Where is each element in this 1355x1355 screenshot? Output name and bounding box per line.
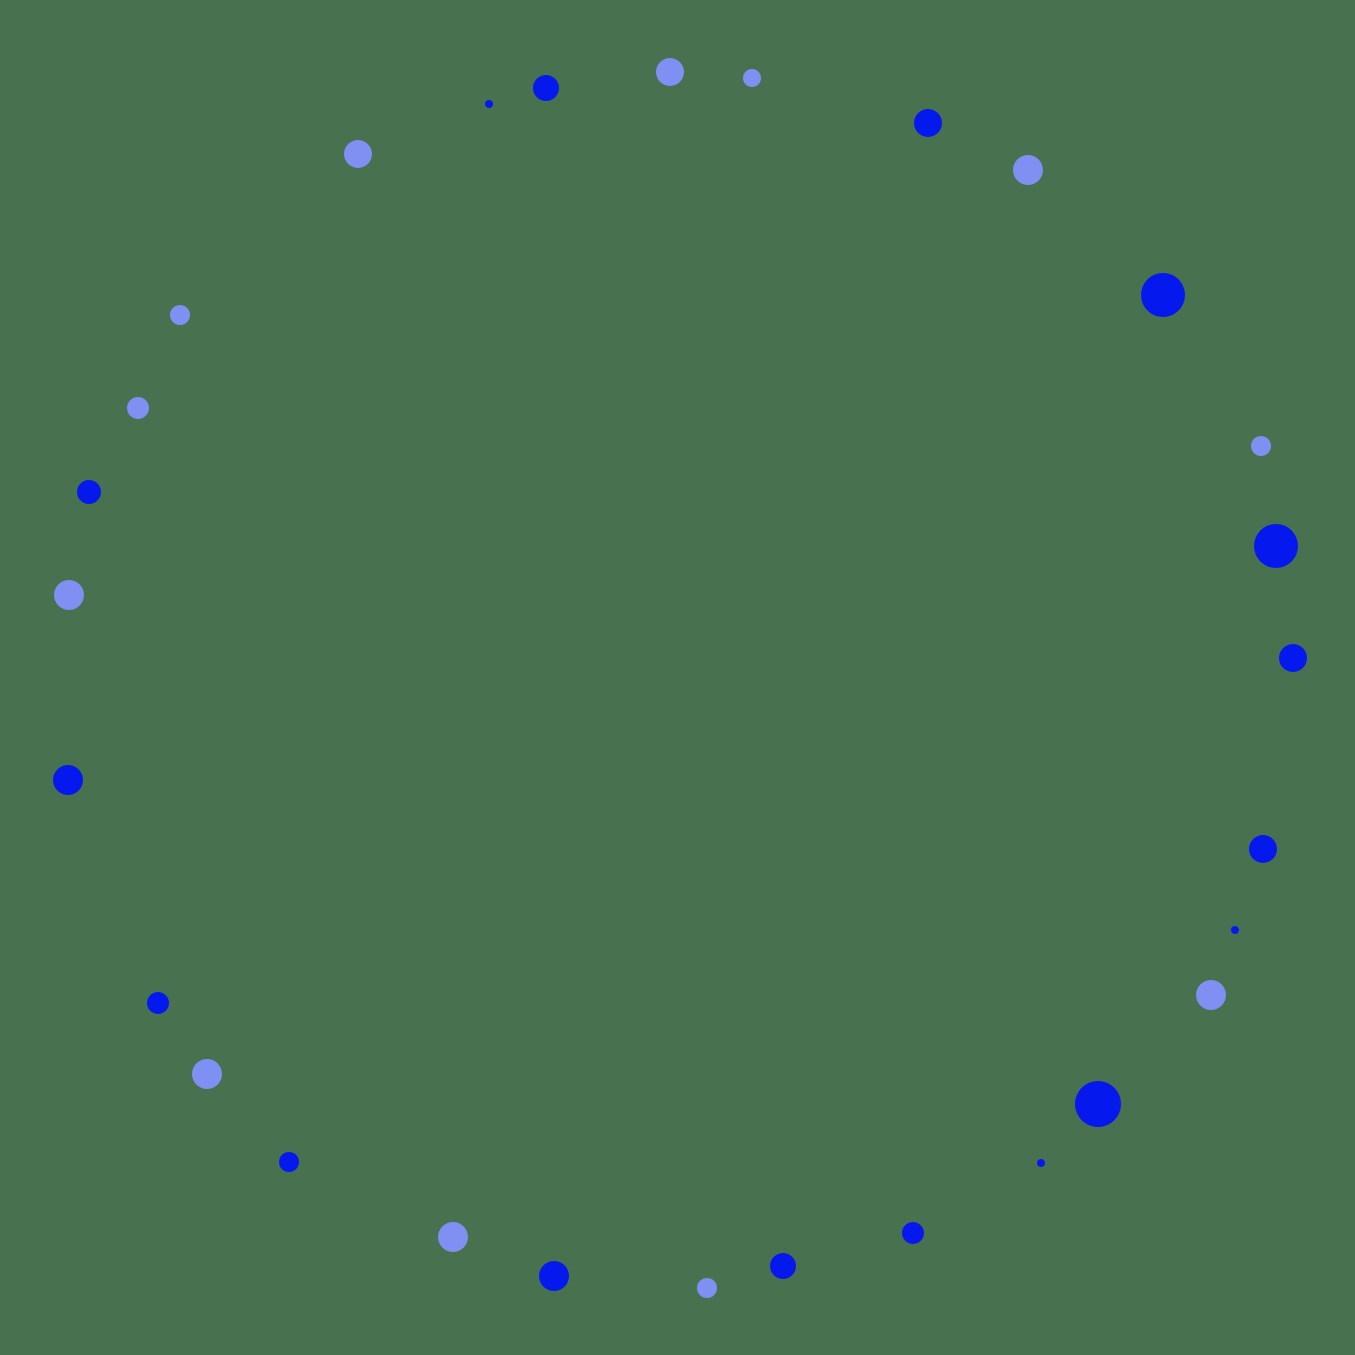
dot-light_blue (192, 1059, 222, 1089)
dot-light_blue (170, 305, 190, 325)
dot-dark_blue (53, 765, 83, 795)
dot-dark_blue (1254, 524, 1298, 568)
dot-light_blue (1196, 980, 1226, 1010)
dot-dark_blue (1231, 926, 1239, 934)
dot-light_blue (656, 58, 684, 86)
dot-dark_blue (485, 100, 493, 108)
dot-dark_blue (147, 992, 169, 1014)
dot-light_blue (743, 69, 761, 87)
dot-dark_blue (1075, 1081, 1121, 1127)
dot-light_blue (344, 140, 372, 168)
dot-light_blue (1251, 436, 1271, 456)
dot-dark_blue (539, 1261, 569, 1291)
dot-dark_blue (770, 1253, 796, 1279)
dot-light_blue (54, 580, 84, 610)
dot-dark_blue (1279, 644, 1307, 672)
dot-light_blue (1013, 155, 1043, 185)
dot-dark_blue (1141, 273, 1185, 317)
dot-dark_blue (902, 1222, 924, 1244)
dot-light_blue (127, 397, 149, 419)
dot-dark_blue (914, 109, 942, 137)
dot-light_blue (697, 1278, 717, 1298)
dot-dark_blue (1249, 835, 1277, 863)
dot-light_blue (438, 1222, 468, 1252)
dot-dark_blue (1037, 1159, 1045, 1167)
dot-dark_blue (533, 75, 559, 101)
dot-dark_blue (279, 1152, 299, 1172)
dot-dark_blue (77, 480, 101, 504)
